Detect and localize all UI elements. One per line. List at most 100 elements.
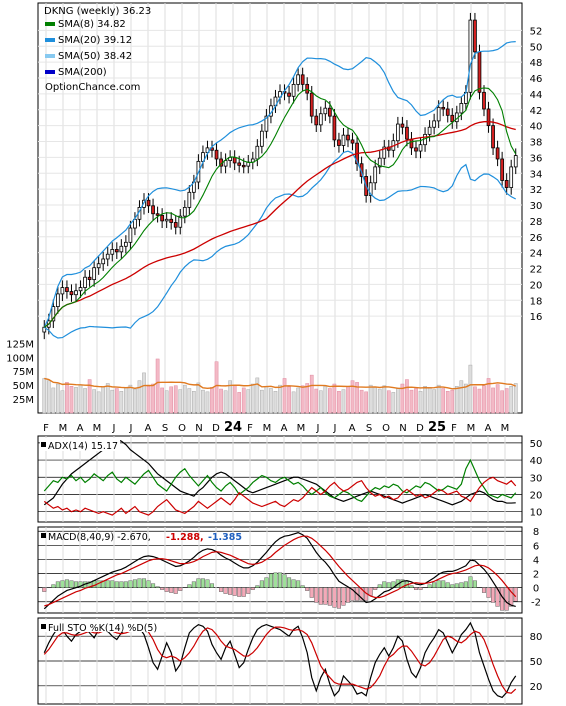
x-tick-label: M: [501, 423, 510, 434]
x-tick-label: F: [247, 423, 253, 434]
volume-bar: [255, 377, 260, 414]
macd-histogram-bar: [187, 584, 192, 588]
macd-histogram-bar: [228, 587, 233, 595]
x-tick-label: M: [297, 423, 306, 434]
volume-axis: 25M 50M 75M 100M 125M: [6, 339, 34, 406]
x-tick-label: N: [195, 423, 202, 434]
macd-histogram-bar: [450, 584, 455, 588]
volume-bar: [287, 386, 291, 414]
candle-body: [432, 120, 436, 128]
macd-histogram-bar: [241, 587, 246, 597]
candle-body: [264, 115, 269, 132]
legend-sma8: SMA(8) 34.82: [58, 19, 126, 30]
candle-body: [296, 74, 300, 85]
volume-bar: [337, 391, 341, 414]
volume-tick-label: 75M: [13, 367, 34, 378]
indicator-tick-label: 6: [533, 541, 539, 552]
macd-histogram-bar: [137, 578, 142, 588]
candle-body: [169, 218, 174, 223]
macd-histogram-bar: [55, 581, 60, 588]
macd-label-swatch: [41, 533, 46, 538]
macd-histogram-bar: [219, 587, 224, 592]
macd-histogram-bar: [336, 587, 341, 609]
macd-histogram-bar: [296, 580, 301, 588]
macd-histogram-bar: [305, 587, 310, 591]
macd-histogram-bar: [287, 577, 292, 588]
volume-bar: [178, 389, 183, 414]
volume-bar: [504, 388, 509, 414]
macd-histogram-bar: [132, 579, 137, 588]
volume-tick-label: 100M: [6, 353, 34, 364]
candle-body: [486, 108, 491, 127]
volume-tick-label: 25M: [13, 395, 34, 406]
volume-bar: [427, 387, 432, 414]
price-tick-label: 20: [530, 280, 543, 291]
candle-body: [105, 253, 110, 260]
candle-body: [65, 287, 69, 292]
x-tick-label: M: [263, 423, 272, 434]
candle-body: [468, 19, 473, 93]
legend-sma200: SMA(200): [58, 67, 107, 78]
volume-bar: [296, 387, 300, 414]
volume-bar: [46, 380, 51, 414]
volume-bar: [414, 388, 418, 414]
stochastic-label-bg: [40, 620, 166, 632]
candle-body: [110, 249, 115, 255]
adx-lines: [43, 438, 517, 516]
volume-bar: [328, 388, 332, 414]
macd-histogram-bar: [128, 580, 133, 588]
volume-bar: [110, 389, 115, 414]
candle-body: [341, 134, 346, 146]
x-tick-label: A: [281, 423, 288, 434]
macd-histogram-bar: [359, 587, 364, 601]
chart-title: DKNG (weekly) 36.23: [44, 6, 151, 17]
price-tick-label: 16: [530, 312, 543, 323]
volume-bar: [309, 374, 314, 414]
candle-body: [500, 158, 504, 181]
volume-bar: [291, 391, 296, 414]
volume-bar: [214, 361, 219, 414]
candle-body: [146, 199, 151, 207]
volume-bar: [305, 383, 310, 414]
volume-bar: [441, 388, 446, 414]
volume-bar: [459, 380, 464, 414]
x-tick-label: 25: [428, 420, 446, 435]
volume-bar: [359, 389, 364, 414]
price-tick-label: 46: [530, 74, 543, 85]
macd-histogram-bar: [309, 587, 314, 598]
price-tick-label: 48: [530, 58, 543, 69]
macd-histogram-bar: [513, 587, 518, 602]
candle-body: [436, 106, 441, 122]
volume-bar: [423, 386, 427, 414]
macd-histogram-bar: [169, 587, 174, 593]
volume-tick-label: 125M: [6, 339, 34, 350]
candle-body: [237, 162, 242, 166]
candle-body: [155, 213, 160, 216]
macd-histogram-bar: [160, 587, 165, 590]
price-axis: 16 18 20 22 24 26 28 30 32 34 36 38 40 42 44 46 48 50 52: [530, 26, 543, 323]
macd-histogram-bar: [327, 587, 332, 606]
indicator-tick-label: 20: [530, 490, 543, 501]
macd-histogram-bar: [459, 582, 464, 588]
macd-histogram-bar: [318, 587, 323, 605]
volume-bar: [137, 380, 142, 414]
macd-histogram-bar: [468, 576, 473, 588]
volume-bar: [432, 389, 436, 414]
candle-body: [368, 182, 373, 196]
macd-histogram-bar: [69, 580, 74, 588]
macd-histogram-bar: [418, 587, 423, 590]
macd-histogram-bar: [377, 584, 382, 588]
candle-body: [495, 147, 500, 160]
volume-bar: [250, 383, 255, 414]
price-tick-label: 18: [530, 296, 543, 307]
candle-body: [78, 287, 83, 292]
macd-histogram-bar: [146, 580, 151, 588]
volume-bar: [318, 390, 323, 414]
macd-line: [43, 531, 516, 610]
macd-histogram-bar: [350, 587, 355, 601]
macd-histogram-bar: [277, 572, 283, 588]
volume-bar: [273, 391, 278, 414]
candle-body: [232, 156, 237, 164]
macd-histogram-bar: [178, 587, 183, 591]
volume-bar: [314, 388, 319, 414]
